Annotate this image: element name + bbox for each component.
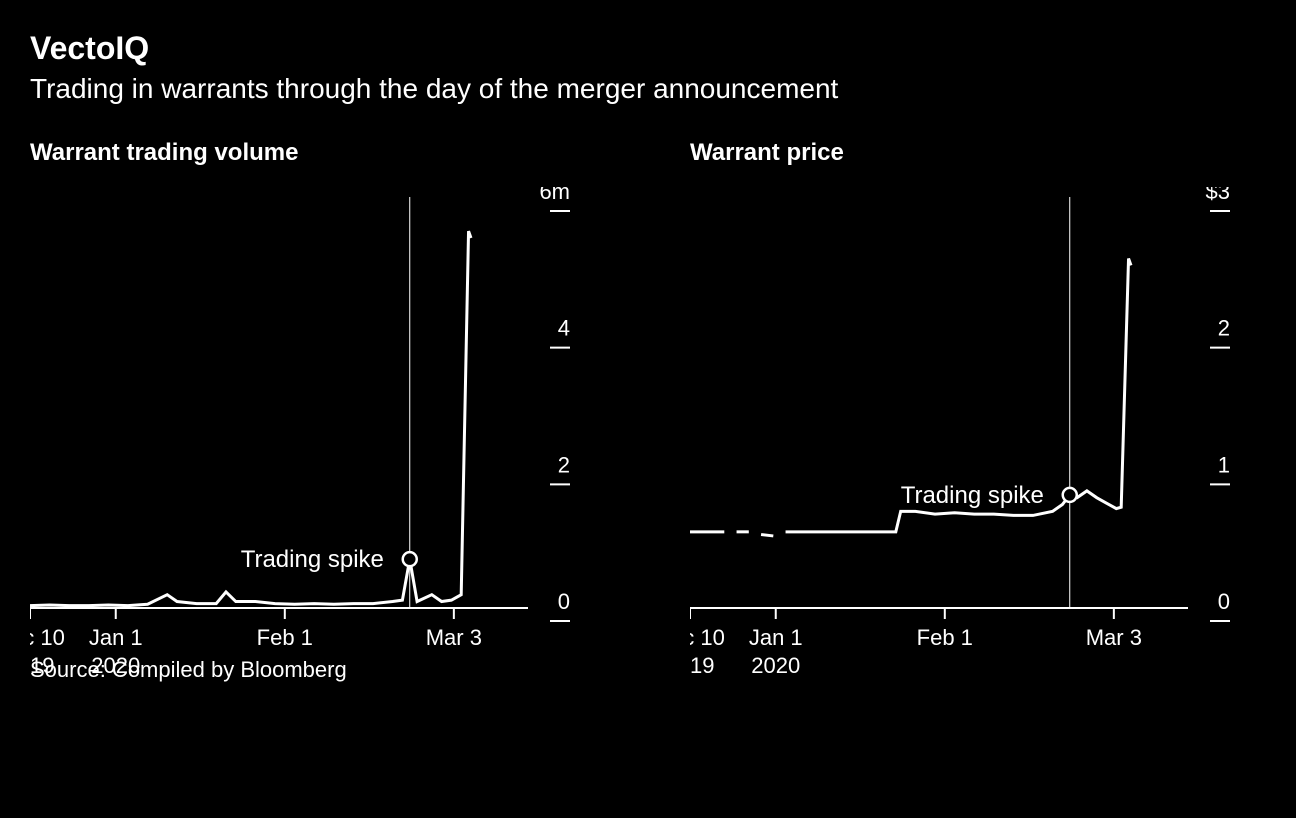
svg-text:2019: 2019 bbox=[690, 653, 714, 678]
chart-area-volume: Dec 102019Jan 12020Feb 1Mar 30246mTradin… bbox=[30, 187, 610, 627]
svg-text:0: 0 bbox=[1218, 589, 1230, 614]
svg-text:0: 0 bbox=[558, 589, 570, 614]
chart-area-price: Dec 102019Jan 12020Feb 1Mar 3012$3Tradin… bbox=[690, 187, 1270, 627]
chart-svg-price: Dec 10 2019 Jan 1 2020 Feb 1 Mar 3 0 1 2 $3 Tradin… bbox=[690, 187, 1270, 717]
svg-text:Dec 10: Dec 10 bbox=[690, 625, 725, 650]
chart-subtitle: Trading in warrants through the day of t… bbox=[30, 73, 1266, 105]
svg-text:Mar 3: Mar 3 bbox=[426, 625, 482, 650]
chart-title: VectoIQ bbox=[30, 30, 1266, 67]
svg-text:2020: 2020 bbox=[91, 653, 140, 678]
svg-text:Feb 1: Feb 1 bbox=[917, 625, 973, 650]
svg-text:6m: 6m bbox=[539, 187, 570, 204]
svg-text:Jan 1: Jan 1 bbox=[89, 625, 143, 650]
svg-text:2019: 2019 bbox=[30, 653, 54, 678]
svg-text:Trading spike: Trading spike bbox=[241, 546, 384, 573]
svg-text:2: 2 bbox=[1218, 316, 1230, 341]
svg-text:2020: 2020 bbox=[751, 653, 800, 678]
chart-svg-volume: Dec 10 2019 Jan 1 2020 Feb 1 Mar 3 0 2 4 6m Tradin… bbox=[30, 187, 610, 717]
svg-text:Mar 3: Mar 3 bbox=[1086, 625, 1142, 650]
svg-text:1: 1 bbox=[1218, 452, 1230, 477]
panel-title-price: Warrant price bbox=[690, 139, 1270, 167]
svg-text:$3: $3 bbox=[1206, 187, 1230, 204]
svg-text:Trading spike: Trading spike bbox=[901, 482, 1044, 509]
svg-text:2: 2 bbox=[558, 452, 570, 477]
chart-panel-price: Warrant price Dec 102019Jan 12020Feb 1Ma… bbox=[690, 139, 1270, 627]
svg-text:4: 4 bbox=[558, 316, 570, 341]
svg-text:Dec 10: Dec 10 bbox=[30, 625, 65, 650]
chart-panel-volume: Warrant trading volume Dec 102019Jan 120… bbox=[30, 139, 610, 627]
svg-text:Jan 1: Jan 1 bbox=[749, 625, 803, 650]
svg-text:Feb 1: Feb 1 bbox=[257, 625, 313, 650]
panel-title-volume: Warrant trading volume bbox=[30, 139, 610, 167]
chart-grid: Warrant trading volume Dec 102019Jan 120… bbox=[30, 139, 1266, 627]
